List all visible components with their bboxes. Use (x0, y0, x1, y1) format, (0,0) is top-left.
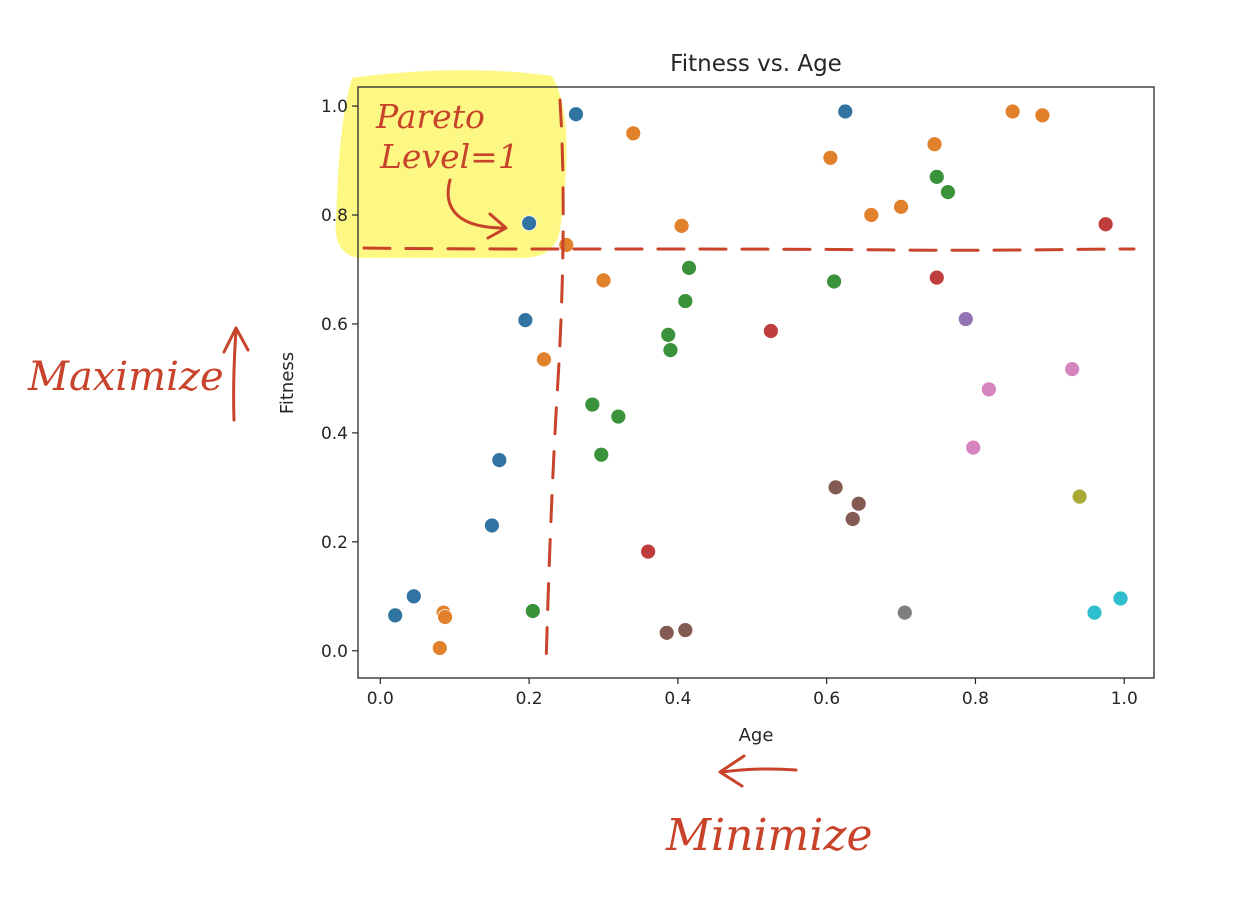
data-point (928, 269, 945, 286)
y-tick-label: 0.6 (321, 315, 348, 335)
data-point (640, 543, 657, 560)
data-point (437, 609, 453, 625)
x-tick-label: 0.4 (664, 689, 691, 709)
pareto-label-line2: Level=1 (379, 137, 519, 176)
pareto-pointer-arrow (446, 178, 506, 230)
data-point (826, 273, 843, 290)
data-point (1064, 361, 1081, 378)
data-point (1071, 488, 1088, 505)
x-tick-label: 0.8 (962, 689, 989, 709)
data-point (558, 237, 575, 253)
pareto-horizontal-dashed-line (362, 246, 1136, 252)
x-tick-label: 1.0 (1111, 689, 1138, 709)
y-tick-label: 0.2 (321, 533, 348, 553)
y-axis-label: Fitness (277, 352, 298, 414)
data-point (593, 446, 610, 463)
data-point (584, 396, 601, 413)
data-point (896, 604, 913, 621)
data-point (1086, 604, 1103, 621)
data-point (1112, 590, 1129, 607)
data-point (677, 293, 694, 309)
data-point (1034, 107, 1051, 124)
pareto-pointer-arrowhead (486, 212, 508, 240)
data-point (965, 439, 982, 456)
maximize-up-arrowhead (222, 326, 250, 354)
data-point (957, 311, 974, 327)
y-tick-label: 0.0 (321, 642, 348, 662)
data-point (521, 215, 538, 232)
tick-marks (352, 105, 1125, 684)
maximize-label: Maximize (27, 354, 224, 400)
data-point (673, 217, 690, 234)
plot-frame (357, 86, 1155, 679)
data-point (827, 479, 844, 496)
data-point (524, 603, 541, 619)
data-point (681, 259, 697, 276)
data-point (1097, 216, 1114, 233)
minimize-left-arrowhead (718, 754, 746, 788)
data-point (893, 198, 909, 215)
highlight-region (335, 70, 567, 258)
data-point (928, 168, 945, 185)
data-point (517, 312, 534, 329)
data-point (662, 342, 679, 358)
data-point (844, 511, 861, 527)
y-tick-label: 0.4 (321, 424, 348, 444)
y-tick-label: 1.0 (321, 97, 348, 117)
x-tick-label: 0.2 (516, 689, 543, 709)
data-point (484, 517, 500, 534)
data-point (536, 351, 552, 368)
data-point (822, 149, 839, 166)
data-point (405, 588, 422, 605)
data-point (940, 184, 956, 201)
data-point (837, 103, 854, 120)
data-point (658, 624, 675, 641)
data-point (762, 323, 779, 339)
data-point (926, 136, 943, 153)
maximize-up-arrow (232, 328, 238, 422)
data-point (610, 408, 627, 425)
data-point (677, 622, 694, 638)
minimize-label: Minimize (665, 810, 873, 861)
x-tick-label: 0.6 (813, 689, 840, 709)
data-point (980, 381, 997, 398)
minimize-left-arrow (720, 767, 798, 774)
pareto-vertical-dashed-line (544, 98, 565, 667)
data-point (431, 640, 448, 656)
data-point (568, 106, 584, 123)
x-tick-label: 0.0 (367, 689, 394, 709)
data-point (660, 326, 677, 343)
data-point (387, 607, 404, 624)
data-point (863, 207, 880, 223)
data-point (491, 452, 508, 469)
data-point (595, 272, 612, 289)
data-points (387, 103, 1129, 656)
x-axis-label: Age (739, 725, 774, 746)
y-tick-label: 0.8 (321, 206, 348, 226)
data-point (625, 125, 642, 142)
data-point (850, 495, 867, 512)
tick-labels: 0.0 0.2 0.4 0.6 0.8 1.0 0.0 0.2 0.4 0.6 0.8 1.0 (321, 97, 1138, 709)
data-point (1004, 103, 1021, 120)
pareto-label-line1: Pareto (375, 97, 485, 136)
chart-title: Fitness vs. Age (670, 51, 842, 77)
